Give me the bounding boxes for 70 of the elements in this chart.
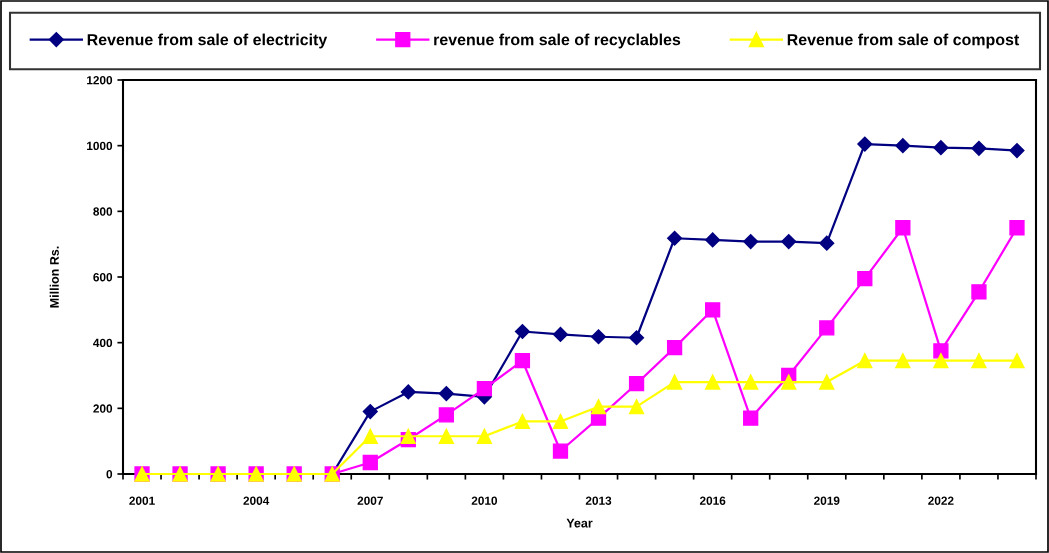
point [628, 376, 645, 392]
point [438, 407, 454, 423]
point [819, 374, 835, 390]
point [895, 138, 911, 154]
point [895, 220, 911, 236]
point [628, 399, 645, 415]
point [514, 323, 531, 340]
x-tick-label: 2013 [585, 496, 612, 505]
point [933, 140, 949, 156]
point [743, 233, 759, 250]
point [476, 428, 493, 444]
legend-label: revenue from sale of recyclables [434, 33, 681, 49]
point [1009, 353, 1025, 369]
y-tick-label: 0 [106, 470, 113, 479]
point [971, 284, 987, 300]
y-tick-label: 800 [93, 207, 113, 216]
point [781, 233, 797, 250]
point [895, 353, 911, 369]
point [514, 353, 531, 369]
y-tick-label: 600 [93, 273, 113, 282]
y-tick-label: 200 [93, 404, 113, 413]
x-axis-title: Year [566, 518, 593, 528]
point [743, 410, 759, 426]
point [667, 230, 683, 246]
legend-label: Revenue from sale of electricity [87, 33, 328, 49]
y-tick-label: 1000 [87, 141, 113, 151]
point [705, 302, 721, 318]
x-tick-label: 2022 [928, 496, 954, 505]
point [971, 353, 987, 369]
x-tick-label: 2010 [471, 496, 498, 505]
point [476, 380, 493, 397]
point [552, 443, 569, 459]
point [1009, 220, 1025, 236]
x-tick-label: 2004 [243, 496, 270, 505]
point [743, 374, 759, 390]
point [590, 399, 607, 415]
y-axis-title: Million Rs. [49, 246, 59, 308]
x-tick-label: 2016 [699, 496, 726, 505]
point [362, 428, 378, 444]
point [666, 339, 683, 356]
point [362, 404, 378, 420]
point [438, 428, 454, 444]
x-tick-label: 2007 [357, 496, 383, 505]
point [400, 428, 416, 444]
x-tick-label: 2001 [129, 496, 155, 505]
point [971, 140, 987, 156]
point [590, 329, 607, 345]
point [438, 385, 454, 402]
point [705, 374, 721, 390]
legend-label: Revenue from sale of compost [787, 33, 1020, 49]
y-tick-label: 1200 [87, 76, 113, 85]
point [933, 353, 949, 369]
point [666, 374, 683, 390]
x-tick-label: 2019 [814, 496, 840, 505]
point [819, 235, 835, 251]
point [628, 330, 645, 346]
point [514, 413, 531, 430]
point [857, 136, 873, 152]
point [552, 326, 569, 343]
point [781, 374, 797, 390]
y-tick-label: 400 [93, 338, 113, 348]
point [933, 343, 949, 359]
point [1009, 143, 1025, 159]
point [857, 353, 873, 369]
point [857, 271, 873, 287]
point [819, 320, 835, 336]
point [362, 454, 378, 471]
point [552, 413, 569, 430]
point [400, 384, 416, 400]
point [705, 232, 721, 248]
